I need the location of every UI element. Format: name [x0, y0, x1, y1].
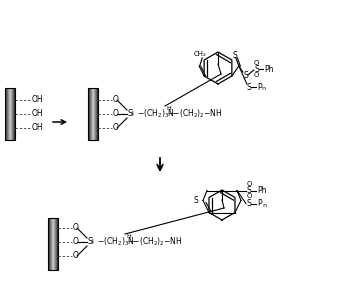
Text: O: O [73, 252, 79, 260]
Bar [57, 218, 58, 270]
Bar [8, 88, 9, 140]
Text: P: P [257, 199, 262, 208]
Bar [11, 88, 12, 140]
Bar [13, 88, 14, 140]
Text: n: n [262, 86, 266, 91]
Bar [51, 218, 52, 270]
Bar [48, 218, 49, 270]
Bar [12, 88, 13, 140]
Bar [7, 88, 8, 140]
Text: P: P [257, 83, 262, 91]
Text: N$-$(CH$_2$)$_2$$-$NH: N$-$(CH$_2$)$_2$$-$NH [127, 236, 182, 248]
Bar [55, 218, 56, 270]
Bar [14, 88, 15, 140]
Text: O: O [113, 96, 119, 104]
Bar [52, 218, 53, 270]
Text: O: O [113, 109, 119, 119]
Text: S: S [247, 83, 252, 91]
Text: Ph: Ph [264, 65, 273, 73]
Bar [97, 88, 98, 140]
Bar [52, 218, 53, 270]
Text: OH: OH [32, 109, 44, 119]
Bar [92, 88, 93, 140]
Text: O: O [246, 194, 252, 199]
Bar [91, 88, 92, 140]
Text: O: O [246, 181, 252, 188]
Text: Si: Si [88, 237, 95, 247]
Text: $-$(CH$_2$)$_3$$-$: $-$(CH$_2$)$_3$$-$ [137, 108, 176, 120]
Bar [89, 88, 90, 140]
Bar [54, 218, 55, 270]
Text: S: S [193, 196, 198, 205]
Bar [90, 88, 91, 140]
Bar [95, 88, 96, 140]
Bar [5, 88, 15, 140]
Text: S: S [255, 65, 260, 73]
Bar [89, 88, 90, 140]
Text: S: S [247, 199, 252, 208]
Bar [49, 218, 50, 270]
Bar [5, 88, 6, 140]
Bar [94, 88, 95, 140]
Text: n: n [262, 203, 266, 208]
Bar [90, 88, 91, 140]
Bar [92, 88, 93, 140]
Text: O: O [253, 60, 258, 66]
Text: $-$(CH$_2$)$_3$$-$: $-$(CH$_2$)$_3$$-$ [97, 236, 135, 248]
Text: Ph: Ph [257, 186, 266, 195]
Text: N$-$(CH$_2$)$_2$$-$NH: N$-$(CH$_2$)$_2$$-$NH [167, 108, 222, 120]
Text: CH₂: CH₂ [194, 51, 207, 57]
Bar [56, 218, 57, 270]
Text: OH: OH [32, 124, 44, 132]
Bar [6, 88, 7, 140]
Text: S: S [233, 50, 237, 60]
Bar [53, 218, 54, 270]
Bar [50, 218, 51, 270]
Bar [7, 88, 8, 140]
Text: O: O [73, 237, 79, 247]
Bar [48, 218, 58, 270]
Text: S: S [247, 186, 252, 195]
Bar [96, 88, 97, 140]
Text: O: O [73, 224, 79, 232]
Bar [93, 88, 94, 140]
Text: H: H [166, 106, 171, 111]
Bar [88, 88, 98, 140]
Bar [48, 218, 49, 270]
Bar [96, 88, 97, 140]
Text: S: S [244, 71, 249, 79]
Bar [88, 88, 89, 140]
Text: OH: OH [32, 96, 44, 104]
Bar [91, 88, 92, 140]
Text: O: O [253, 72, 258, 78]
Text: H: H [126, 234, 131, 238]
Bar [10, 88, 11, 140]
Bar [9, 88, 10, 140]
Text: O: O [113, 124, 119, 132]
Text: Si: Si [128, 109, 135, 119]
